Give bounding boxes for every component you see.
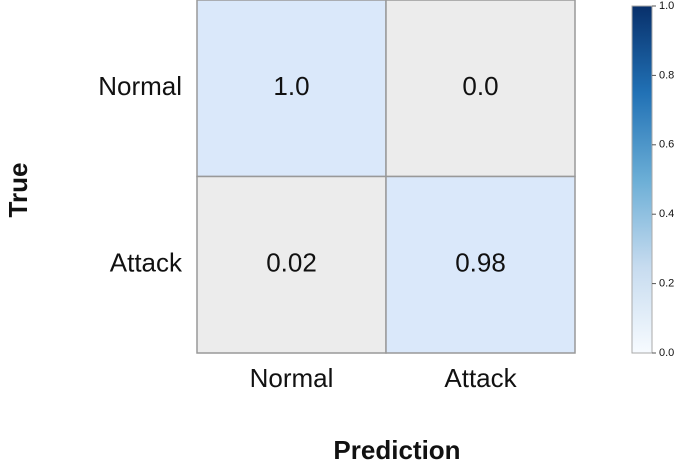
colorbar [631, 5, 653, 354]
heatmap-cell [385, 175, 576, 354]
colorbar-tick-label: 1.0 [659, 0, 674, 12]
cell-value-label: 0.0 [462, 71, 498, 101]
y-tick-label: Normal [98, 71, 182, 101]
colorbar-tick-label: 0.0 [659, 347, 674, 359]
cell-value-label: 0.98 [455, 248, 506, 278]
colorbar-tick-label: 0.8 [659, 69, 674, 81]
x-tick-label: Attack [444, 363, 517, 393]
heatmap-cell [196, 0, 387, 178]
colorbar-tick-label: 0.6 [659, 139, 674, 151]
colorbar-tick-label: 0.2 [659, 278, 674, 290]
cell-value-label: 0.02 [266, 248, 317, 278]
colorbar-tick-label: 0.4 [659, 208, 674, 220]
y-tick-label: Attack [110, 248, 183, 278]
heatmap-cell [385, 0, 576, 178]
x-axis-title: Prediction [333, 435, 460, 465]
y-axis-title: True [3, 163, 33, 218]
x-tick-label: Normal [250, 363, 334, 393]
cell-value-label: 1.0 [273, 71, 309, 101]
heatmap-cell [196, 175, 387, 354]
